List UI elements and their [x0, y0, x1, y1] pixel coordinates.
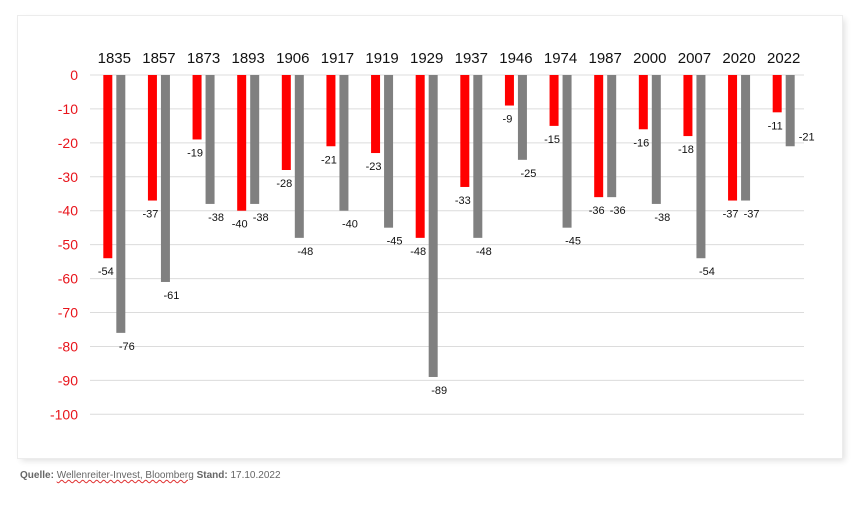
year-label: 1835 [98, 50, 131, 67]
bar-gray [651, 75, 661, 204]
year-label: 2022 [767, 50, 800, 67]
data-label-gray: -76 [119, 341, 135, 353]
data-label-gray: -38 [253, 212, 269, 224]
data-label-gray: -61 [163, 290, 179, 302]
data-label-red: -19 [187, 147, 203, 159]
year-label: 1857 [142, 50, 175, 67]
bar-red [638, 75, 648, 130]
bar-gray [294, 75, 304, 238]
y-tick-label: -90 [58, 372, 78, 388]
data-label-red: -9 [503, 114, 513, 126]
y-tick-label: -40 [58, 203, 78, 219]
data-label-red: -37 [723, 209, 739, 221]
date-label: Stand: [196, 470, 228, 481]
bar-gray [116, 75, 126, 333]
data-label-gray: -21 [799, 131, 815, 143]
data-label-red: -54 [98, 266, 114, 278]
source-note: Quelle: Wellenreiter-Invest, Bloomberg S… [20, 470, 281, 481]
data-label-red: -21 [321, 154, 337, 166]
bar-red [504, 75, 514, 106]
data-label-gray: -25 [520, 168, 536, 180]
year-label: 1937 [455, 50, 488, 67]
data-label-gray: -36 [610, 205, 626, 217]
year-label: 2020 [722, 50, 755, 67]
bar-gray [696, 75, 706, 259]
data-label-gray: -38 [208, 212, 224, 224]
bar-red [192, 75, 202, 140]
year-label: 1946 [499, 50, 532, 67]
bar-gray [339, 75, 349, 211]
year-label: 1917 [321, 50, 354, 67]
data-label-gray: -48 [297, 246, 313, 258]
bar-chart: 0 -10 -20 -30 -40 -50 -60 -70 -80 -90 -100 1835 -54 -… [50, 50, 815, 422]
bar-gray [473, 75, 483, 238]
data-label-red: -23 [366, 161, 382, 173]
bar-red [683, 75, 693, 137]
year-label: 1893 [232, 50, 265, 67]
y-tick-label: -10 [58, 101, 78, 117]
bar-gray [160, 75, 170, 282]
bar-red [371, 75, 381, 154]
date-value: 17.10.2022 [230, 470, 281, 481]
data-label-gray: -45 [565, 236, 581, 248]
y-tick-label: -30 [58, 169, 78, 185]
year-label: 1987 [589, 50, 622, 67]
data-label-gray: -38 [654, 212, 670, 224]
data-label-red: -18 [678, 144, 694, 156]
bar-red [103, 75, 113, 259]
bar-gray [785, 75, 795, 147]
source-label: Quelle: [20, 470, 54, 481]
chart-frame: 0 -10 -20 -30 -40 -50 -60 -70 -80 -90 -100 1835 -54 -… [18, 16, 842, 458]
y-tick-label: -20 [58, 135, 78, 151]
year-label: 1919 [365, 50, 398, 67]
bar-gray [741, 75, 751, 201]
data-label-red: -15 [544, 134, 560, 146]
bar-gray [205, 75, 215, 204]
y-tick-label: -70 [58, 305, 78, 321]
bar-gray [384, 75, 394, 228]
bar-gray [428, 75, 438, 377]
source-text: Wellenreiter-Invest, Bloomberg [56, 470, 194, 481]
year-label: 1974 [544, 50, 577, 67]
bar-red [594, 75, 604, 198]
bar-red [549, 75, 559, 126]
bar-red [237, 75, 247, 211]
data-label-red: -16 [633, 137, 649, 149]
bar-red [415, 75, 425, 238]
data-label-gray: -89 [431, 385, 447, 397]
data-label-red: -11 [768, 120, 783, 132]
bar-gray [607, 75, 617, 198]
y-tick-label: -60 [58, 271, 78, 287]
bar-red [728, 75, 738, 201]
data-label-red: -33 [455, 195, 471, 207]
year-label: 1906 [276, 50, 309, 67]
year-label: 1929 [410, 50, 443, 67]
year-label: 1873 [187, 50, 220, 67]
data-label-red: -36 [589, 205, 605, 217]
y-tick-label: -100 [50, 406, 78, 422]
year-label: 2007 [678, 50, 711, 67]
bar-gray [562, 75, 572, 228]
data-label-red: -48 [410, 246, 426, 258]
y-tick-label: -50 [58, 237, 78, 253]
data-label-gray: -45 [387, 236, 403, 248]
data-label-red: -28 [276, 178, 292, 190]
data-label-gray: -40 [342, 219, 358, 231]
bar-gray [250, 75, 260, 204]
bar-gray [517, 75, 527, 160]
data-label-gray: -54 [699, 266, 715, 278]
bar-red [281, 75, 291, 171]
y-tick-label: -80 [58, 338, 78, 354]
data-label-red: -37 [142, 209, 158, 221]
bar-red [326, 75, 336, 147]
year-label: 2000 [633, 50, 666, 67]
data-label-red: -40 [232, 219, 248, 231]
bar-red [460, 75, 470, 187]
data-label-gray: -37 [744, 209, 760, 221]
data-label-gray: -48 [476, 246, 492, 258]
y-tick-label: 0 [70, 67, 78, 83]
bar-red [772, 75, 782, 113]
bar-red [147, 75, 157, 201]
